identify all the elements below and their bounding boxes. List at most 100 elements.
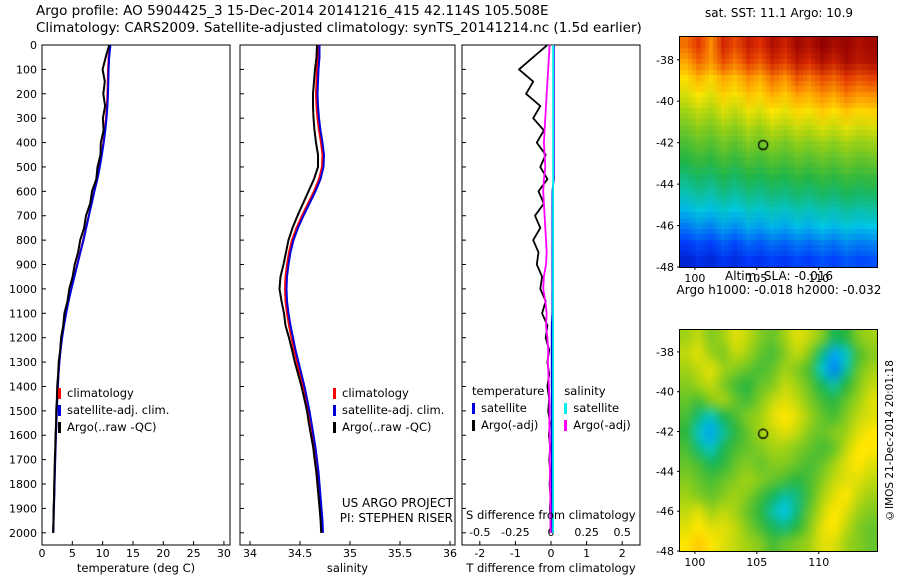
x-tick-label: 5	[69, 547, 76, 560]
depth-tick-label: 400	[16, 137, 37, 150]
climatology-swatch	[58, 388, 61, 399]
legend-item: Argo(-adj)	[564, 417, 631, 434]
page-title: Argo profile: AO 5904425_3 15-Dec-2014 2…	[36, 3, 642, 36]
legend-item: Argo(-adj)	[472, 417, 544, 434]
imos-credit: ©IMOS 21-Dec-2014 20:01:18	[884, 360, 896, 521]
depth-tick-label: 1000	[9, 283, 37, 296]
sla-map-title-line1: Altim. SLA: -0.016	[724, 269, 834, 283]
depth-tick-label: 1100	[9, 307, 37, 320]
depth-tick-label: 1800	[9, 478, 37, 491]
depth-tick-label: 1300	[9, 356, 37, 369]
profile-line-satellite-adj-clim-	[52, 45, 112, 533]
legend-label: Argo(..raw -QC)	[342, 420, 432, 434]
legend-col-salinity: salinity satellite Argo(-adj)	[564, 383, 631, 434]
profile-line-t-argo-adj-	[518, 45, 552, 533]
legend-item: satellite-adj. clim.	[58, 402, 169, 419]
climatology-swatch	[333, 388, 336, 399]
legend-label: satellite	[481, 401, 527, 415]
depth-tick-label: 600	[16, 185, 37, 198]
t-argo-swatch	[472, 420, 475, 431]
x-tick-label: 30	[217, 547, 231, 560]
x-tick-label: 35.5	[388, 547, 413, 560]
depth-tick-label: 700	[16, 210, 37, 223]
lat-tick-label: -40	[656, 386, 674, 399]
panel-border	[461, 44, 641, 546]
profile-line-argo-raw-qc-	[52, 45, 111, 533]
x-tick-label: 15	[126, 547, 140, 560]
satellite-clim-swatch	[333, 405, 336, 416]
panel-border	[41, 44, 231, 546]
profile-line-s-argo-adj-	[542, 45, 552, 533]
s-axis-tick-label: -0.5	[469, 526, 490, 539]
depth-tick-label: 2000	[9, 527, 37, 540]
tdiff-axis-label: T difference from climatology	[466, 561, 636, 575]
depth-tick-label: 1600	[9, 429, 37, 442]
legend-item: satellite	[472, 400, 544, 417]
profile-line-climatology	[284, 45, 324, 533]
sla-map	[680, 330, 877, 551]
legend-label: climatology	[342, 386, 409, 400]
legend-item: climatology	[333, 385, 444, 402]
legend-label: satellite-adj. clim.	[342, 403, 445, 417]
lat-tick-label: -44	[656, 178, 674, 191]
depth-tick-label: 1500	[9, 405, 37, 418]
legend-item: climatology	[58, 385, 169, 402]
temperature-axis-label: temperature (deg C)	[76, 561, 196, 575]
x-tick-label: 0	[548, 547, 555, 560]
lat-tick-label: -46	[656, 505, 674, 518]
x-tick-label: 34	[243, 547, 257, 560]
legend-label: satellite	[573, 401, 620, 415]
title-line2: Climatology: CARS2009. Satellite-adjuste…	[36, 19, 642, 36]
difference-legend: temperature satellite Argo(-adj) salinit…	[472, 383, 631, 434]
legend-col-title: temperature	[472, 384, 545, 398]
legend-label: Argo(..raw -QC)	[67, 420, 157, 434]
depth-tick-label: 0	[30, 39, 37, 52]
depth-tick-label: 800	[16, 234, 37, 247]
legend-item: Argo(..raw -QC)	[58, 419, 169, 436]
depth-tick-label: 1900	[9, 502, 37, 515]
lat-tick-label: -38	[656, 54, 674, 67]
x-tick-label: 10	[96, 547, 110, 560]
project-annotation: US ARGO PROJECT PI: STEPHEN RISER	[280, 496, 453, 526]
x-tick-label: 36	[443, 547, 457, 560]
lat-tick-label: -42	[656, 137, 674, 150]
sst-map	[680, 37, 877, 267]
profile-line-argo-raw-qc-	[278, 45, 323, 533]
t-satellite-swatch	[472, 403, 475, 414]
x-tick-label: 35	[343, 547, 357, 560]
s-axis-tick-label: -0.25	[501, 526, 529, 539]
argo-raw-swatch	[333, 422, 336, 433]
panel-border	[239, 44, 456, 546]
legend-label: Argo(-adj)	[481, 418, 539, 432]
x-tick-label: 20	[156, 547, 170, 560]
project-line2: PI: STEPHEN RISER	[339, 511, 453, 525]
legend-col-temperature: temperature satellite Argo(-adj)	[472, 383, 544, 434]
lat-tick-label: -40	[656, 95, 674, 108]
satellite-clim-swatch	[58, 405, 61, 416]
s-axis-tick-label: 0.5	[613, 526, 631, 539]
sst-map-title: sat. SST: 11.1 Argo: 10.9	[704, 6, 854, 20]
s-axis-tick-label: 0	[548, 526, 555, 539]
lon-tick-label: 110	[808, 556, 829, 569]
x-tick-label: 0	[39, 547, 46, 560]
s-argo-swatch	[564, 420, 568, 431]
temperature-legend: climatology satellite-adj. clim. Argo(..…	[58, 385, 169, 436]
lat-tick-label: -38	[656, 346, 674, 359]
profile-line-satellite-adj-clim-	[285, 45, 325, 533]
lat-tick-label: -46	[656, 220, 674, 233]
depth-tick-label: 200	[16, 88, 37, 101]
s-axis-tick-label: 0.25	[574, 526, 599, 539]
x-tick-label: 1	[583, 547, 590, 560]
profile-line-climatology	[52, 45, 111, 533]
x-tick-label: 2	[619, 547, 626, 560]
salinity-legend: climatology satellite-adj. clim. Argo(..…	[333, 385, 444, 436]
x-tick-label: -2	[474, 547, 485, 560]
sla-map-title-line2: Argo h1000: -0.018 h2000: -0.032	[676, 283, 882, 297]
depth-tick-label: 300	[16, 112, 37, 125]
legend-label: Argo(-adj)	[573, 418, 631, 432]
depth-tick-label: 500	[16, 161, 37, 174]
legend-item: Argo(..raw -QC)	[333, 419, 444, 436]
depth-tick-label: 1400	[9, 380, 37, 393]
legend-label: satellite-adj. clim.	[67, 403, 170, 417]
lon-tick-label: 100	[684, 556, 705, 569]
